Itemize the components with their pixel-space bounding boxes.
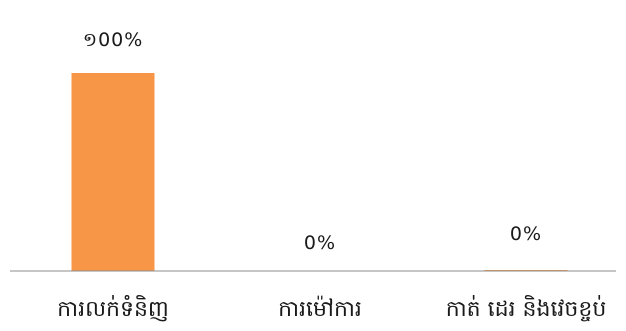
category-label-2: ការម៉ៅការ bbox=[278, 295, 362, 322]
data-label-2: 0% bbox=[304, 232, 336, 254]
category-label-3: កាត់ ដេរ និងវេចខ្ចប់ bbox=[446, 295, 607, 322]
category-label-1: ការលក់ទំនិញ bbox=[57, 295, 169, 322]
category-labels-group: ការលក់ទំនិញ ការម៉ៅការ កាត់ ដេរ និងវេចខ្ចប់ bbox=[57, 295, 606, 322]
bar-1 bbox=[71, 73, 155, 271]
bars-group bbox=[71, 73, 568, 271]
data-label-1: ១00% bbox=[83, 29, 144, 51]
data-labels-group: ១00% 0% 0% bbox=[83, 29, 542, 254]
data-label-3: 0% bbox=[510, 223, 542, 245]
